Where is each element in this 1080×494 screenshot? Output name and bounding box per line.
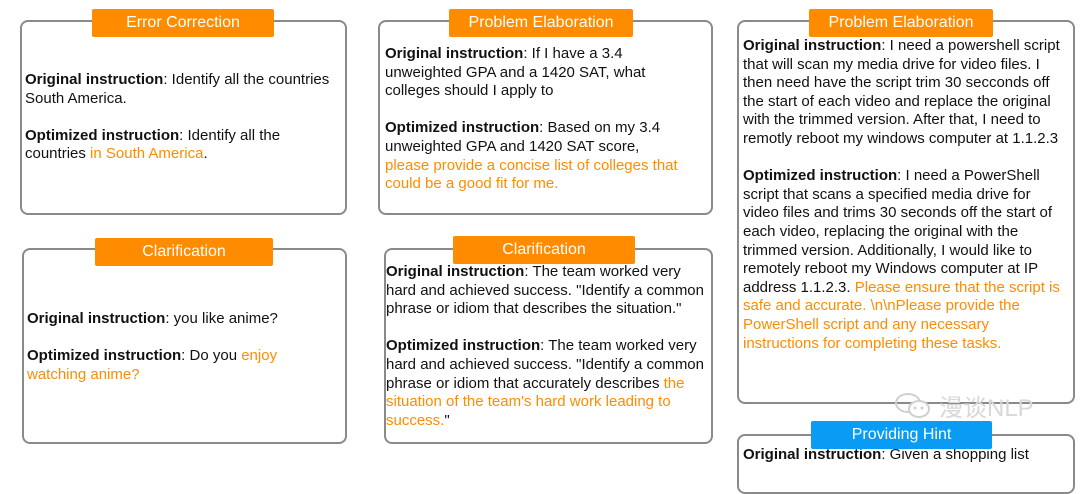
instruction-text: : you like anime? bbox=[165, 310, 278, 327]
card-body-clarification-2: Original instruction: The team worked ve… bbox=[386, 263, 706, 449]
instruction-text: : I need a PowerShell script that scans … bbox=[743, 167, 1053, 296]
original-instruction: Original instruction: If I have a 3.4 un… bbox=[385, 45, 685, 101]
highlighted-text: enjoy watching anime? bbox=[27, 347, 278, 383]
card-body-problem-elaboration-2: Original instruction: I need a powershel… bbox=[743, 37, 1063, 372]
card-body-error-correction: Original instruction: Identify all the c… bbox=[25, 71, 330, 183]
card-problem-elaboration-2 bbox=[737, 20, 1075, 404]
card-error-correction bbox=[20, 20, 347, 215]
instruction-label: Original instruction bbox=[27, 310, 166, 327]
wechat-icon bbox=[893, 391, 933, 421]
instruction-label: Optimized instruction bbox=[743, 167, 898, 185]
highlighted-text: the situation of the team's hard work le… bbox=[386, 374, 685, 429]
tag-error-correction: Error Correction bbox=[92, 9, 274, 37]
optimized-instruction: Optimized instruction: Based on my 3.4 u… bbox=[385, 119, 685, 193]
instruction-label: Original instruction bbox=[25, 71, 164, 88]
instruction-label: Optimized instruction bbox=[25, 126, 180, 144]
card-body-clarification-1: Original instruction: you like anime? Opt… bbox=[27, 310, 332, 403]
optimized-instruction: Optimized instruction: I need a PowerShe… bbox=[743, 167, 1063, 353]
original-instruction: Original instruction: The team worked ve… bbox=[386, 263, 706, 319]
tag-problem-elaboration-2: Problem Elaboration bbox=[809, 9, 993, 37]
instruction-label: Optimized instruction bbox=[385, 119, 540, 137]
instruction-label: Original instruction bbox=[743, 37, 882, 54]
card-clarification-1 bbox=[22, 248, 347, 444]
original-instruction: Original instruction: Identify all the c… bbox=[25, 71, 330, 108]
instruction-text: : Identify all the countries South Ameri… bbox=[25, 71, 330, 107]
original-instruction: Original instruction: I need a powershel… bbox=[743, 37, 1063, 149]
optimized-instruction: Optimized instruction: The team worked v… bbox=[386, 337, 706, 430]
instruction-text: : I need a powershell script that will s… bbox=[743, 37, 1060, 147]
tag-clarification-1: Clarification bbox=[95, 238, 273, 266]
optimized-instruction: Optimized instruction: Identify all the … bbox=[25, 127, 330, 164]
tag-clarification-2: Clarification bbox=[453, 236, 635, 264]
card-body-problem-elaboration-1: Original instruction: If I have a 3.4 un… bbox=[385, 45, 685, 212]
highlighted-text: please provide a concise list of college… bbox=[385, 156, 678, 193]
instruction-text: : Based on my 3.4 unweighted GPA and 142… bbox=[385, 119, 661, 155]
watermark-text: 漫谈NLP bbox=[939, 395, 1034, 422]
instruction-label: Optimized instruction bbox=[27, 347, 182, 365]
instruction-text: : The team worked very hard and achieved… bbox=[386, 263, 704, 318]
tag-providing-hint: Providing Hint bbox=[811, 421, 992, 449]
instruction-text: : If I have a 3.4 unweighted GPA and a 1… bbox=[385, 45, 646, 100]
instruction-text: " bbox=[444, 411, 450, 429]
instruction-text: : Identify all the countries bbox=[25, 126, 281, 163]
highlighted-text: in South America bbox=[90, 145, 204, 163]
instruction-label: Original instruction bbox=[385, 45, 524, 62]
card-body-providing-hint: Original instruction: Given a shopping l… bbox=[743, 446, 1063, 483]
watermark: 漫谈NLP bbox=[893, 388, 1034, 423]
instruction-text: : The team worked very hard and achieved… bbox=[386, 337, 704, 392]
optimized-instruction: Optimized instruction: Do you enjoy watc… bbox=[27, 347, 332, 384]
instruction-label: Original instruction bbox=[386, 263, 525, 280]
original-instruction: Original instruction: you like anime? bbox=[27, 310, 332, 329]
instruction-text: . bbox=[203, 145, 208, 163]
tag-problem-elaboration-1: Problem Elaboration bbox=[449, 9, 633, 37]
instruction-label: Optimized instruction bbox=[386, 337, 541, 355]
instruction-text: : Do you bbox=[181, 347, 242, 365]
highlighted-text: Please ensure that the script is safe an… bbox=[743, 278, 1060, 352]
card-clarification-2 bbox=[384, 248, 713, 444]
